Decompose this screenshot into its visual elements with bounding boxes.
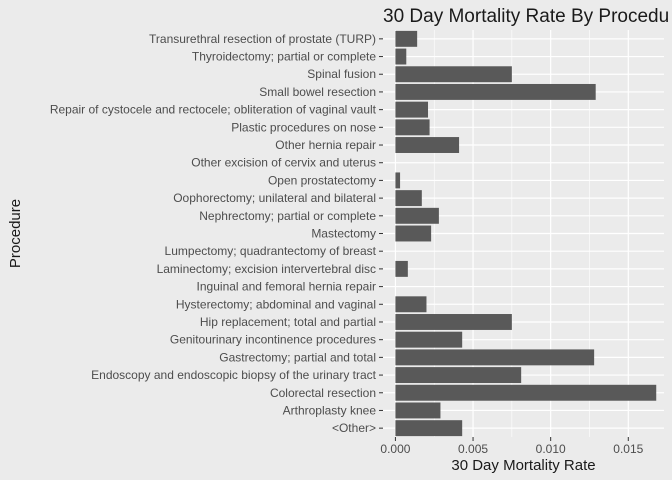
x-tick-label: 0.000 [380,442,410,456]
bar [395,66,512,83]
bar [395,260,408,277]
category-label: Small bowel resection [259,85,376,99]
bar [395,172,401,189]
x-tick-label: 0.015 [613,442,643,456]
category-label: Colorectal resection [270,386,376,400]
category-labels: Transurethral resection of prostate (TUR… [50,32,383,435]
category-label: Genitourinary incontinence procedures [170,333,376,347]
category-label: Lumpectomy; quadrantectomy of breast [165,244,377,258]
category-label: Other excision of cervix and uterus [191,156,376,170]
bar [395,367,522,384]
category-label: Nephrectomy; partial or complete [199,209,376,223]
bar [395,48,407,65]
category-label: Laminectomy; excision intervertebral dis… [157,262,376,276]
y-axis-title: Procedure [7,199,24,268]
category-label: Mastectomy [311,227,376,241]
bar [395,30,418,47]
category-label: Oophorectomy; unilateral and bilateral [173,191,376,205]
chart-title: 30 Day Mortality Rate By Procedu [383,6,669,27]
category-label: Plastic procedures on nose [231,120,376,134]
bar [395,314,512,330]
category-label: Other hernia repair [275,138,376,152]
category-label: Transurethral resection of prostate (TUR… [149,32,376,46]
category-label: Thyroidectomy; partial or complete [192,50,376,64]
bar [395,402,441,419]
bar [395,349,595,366]
bar [395,83,596,100]
bar [395,331,463,348]
bar [395,119,430,136]
category-label: Hysterectomy; abdominal and vaginal [176,297,376,311]
category-label: Inguinal and femoral hernia repair [197,280,376,294]
category-label: Gastrectomy; partial and total [219,350,376,364]
bar [395,296,427,313]
bar [395,420,463,437]
bar [395,101,429,118]
bars [395,30,657,437]
category-label: Open prostatectomy [268,173,376,187]
x-axis-title: 30 Day Mortality Rate [451,457,595,474]
x-tick-label: 0.010 [536,442,566,456]
x-tick-labels: 0.000 0.005 0.010 0.015 [380,437,644,456]
category-label: <Other> [332,421,376,435]
bar [395,207,439,224]
x-tick-label: 0.005 [458,442,488,456]
bar [395,137,460,153]
category-label: Hip replacement; total and partial [200,315,376,329]
bar [395,190,422,207]
bar [395,225,432,242]
category-label: Spinal fusion [307,67,376,81]
category-label: Endoscopy and endoscopic biopsy of the u… [91,368,377,382]
bar [395,384,657,401]
category-label: Repair of cystocele and rectocele; oblit… [50,103,377,117]
category-label: Arthroplasty knee [283,403,377,417]
